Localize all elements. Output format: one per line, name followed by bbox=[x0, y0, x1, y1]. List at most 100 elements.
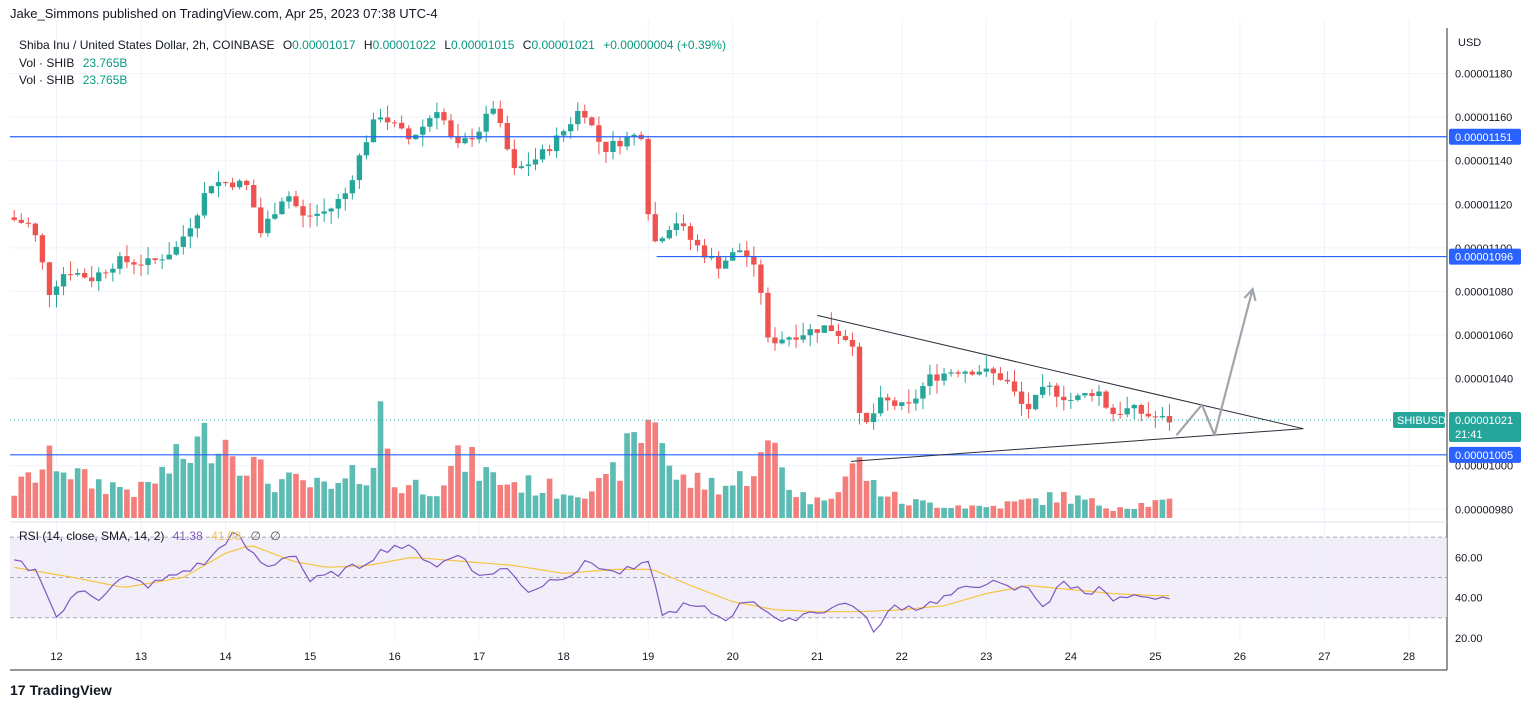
open-label: O bbox=[282, 38, 293, 52]
volume-bar bbox=[856, 457, 863, 518]
candle-body bbox=[159, 259, 165, 261]
volume-bar bbox=[828, 498, 835, 518]
price-axis: USD 0.00001180 0.00001160 0.00001140 0.00001… bbox=[1393, 37, 1521, 645]
bar-countdown: 21:41 bbox=[1455, 429, 1483, 441]
candle-body bbox=[201, 193, 208, 216]
visibility-off-icon[interactable]: ∅ bbox=[250, 529, 261, 543]
price-tick-label: 0.00001000 bbox=[1455, 461, 1513, 473]
candle-body bbox=[363, 142, 370, 156]
candle-body bbox=[603, 141, 609, 152]
candle-body bbox=[455, 136, 461, 144]
current-price-value: 0.00001021 bbox=[1455, 415, 1513, 427]
triangle-pattern bbox=[817, 314, 1304, 462]
candle-body bbox=[103, 272, 109, 274]
tradingview-mark-icon: 17 bbox=[10, 682, 26, 698]
volume-bar bbox=[603, 473, 609, 518]
high-label: H bbox=[363, 38, 373, 52]
volume-bar bbox=[976, 505, 983, 518]
candle-body bbox=[997, 373, 1004, 380]
volume-bar bbox=[1018, 499, 1025, 518]
candle-body bbox=[1047, 385, 1053, 387]
candle-body bbox=[934, 374, 940, 381]
volume-bar bbox=[941, 507, 947, 518]
time-tick-label: 12 bbox=[50, 651, 62, 663]
tradingview-logo[interactable]: 17 TradingView bbox=[10, 682, 112, 698]
volume-bar bbox=[1075, 495, 1081, 518]
candle-body bbox=[441, 112, 447, 121]
candle-body bbox=[941, 373, 947, 381]
level-price-badge bbox=[1449, 128, 1521, 145]
candle-body bbox=[166, 254, 172, 260]
volume-bar bbox=[898, 503, 905, 518]
volume-bar bbox=[81, 469, 88, 518]
candle-body bbox=[46, 262, 53, 295]
volume-bar bbox=[772, 442, 778, 518]
candle-body bbox=[497, 108, 503, 124]
candle-body bbox=[1082, 393, 1088, 396]
volume-bar bbox=[342, 478, 349, 518]
time-tick-label: 22 bbox=[896, 651, 908, 663]
candle-body bbox=[300, 206, 306, 216]
volume-bar bbox=[166, 473, 173, 518]
volume-bar bbox=[997, 508, 1004, 518]
symbol-tag-label: SHIBUSD bbox=[1397, 415, 1446, 427]
candle-body bbox=[145, 258, 151, 265]
candle-body bbox=[927, 374, 933, 387]
visibility-off-icon[interactable]: ∅ bbox=[270, 529, 281, 543]
volume-bar bbox=[286, 472, 292, 518]
candle-body bbox=[377, 117, 384, 120]
candle-body bbox=[504, 123, 510, 150]
candle-body bbox=[701, 245, 708, 258]
volume-bar bbox=[1103, 508, 1109, 518]
candle-body bbox=[81, 273, 88, 278]
volume-bar bbox=[356, 484, 363, 518]
candle-body bbox=[434, 112, 440, 119]
candle-body bbox=[645, 139, 651, 215]
candle-body bbox=[969, 371, 975, 375]
candle-body bbox=[187, 228, 194, 237]
candle-body bbox=[25, 222, 31, 224]
time-tick-label: 18 bbox=[558, 651, 570, 663]
volume-bar bbox=[497, 484, 504, 518]
volume-bar bbox=[617, 480, 623, 518]
candle-body bbox=[11, 217, 17, 220]
volume-bar bbox=[1082, 499, 1088, 518]
volume-bar bbox=[124, 489, 130, 518]
high-value: 0.00001022 bbox=[372, 38, 436, 52]
volume-bar bbox=[1060, 491, 1067, 518]
volume-bar bbox=[920, 500, 926, 518]
time-tick-label: 28 bbox=[1403, 651, 1415, 663]
volume-bar bbox=[243, 475, 250, 518]
volume-bar bbox=[652, 422, 659, 518]
candle-body bbox=[920, 386, 926, 399]
volume-bar bbox=[891, 491, 898, 518]
candle-body bbox=[1004, 379, 1011, 382]
volume-bar bbox=[448, 465, 454, 518]
time-tick-label: 23 bbox=[980, 651, 992, 663]
volume-bar bbox=[201, 422, 208, 518]
volume-bar bbox=[659, 443, 666, 518]
volume-bar bbox=[1004, 501, 1011, 518]
ohlc-legend: Shiba Inu / United States Dollar, 2h, CO… bbox=[19, 38, 726, 52]
volume-bar bbox=[934, 507, 940, 518]
volume-bar bbox=[1152, 500, 1159, 518]
volume-bar bbox=[1110, 510, 1116, 518]
volume-bar bbox=[441, 485, 447, 518]
candle-body bbox=[568, 124, 574, 132]
candle-body bbox=[863, 412, 870, 423]
candle-body bbox=[236, 180, 243, 188]
candle-body bbox=[1103, 391, 1109, 408]
volume-bar bbox=[927, 502, 933, 518]
volume-bar bbox=[95, 479, 102, 518]
candle-body bbox=[765, 292, 771, 338]
candle-body bbox=[659, 238, 665, 242]
volume-bar bbox=[948, 507, 954, 518]
volume-bar bbox=[1011, 501, 1018, 518]
rsi-sma-value: 41.08 bbox=[211, 529, 242, 543]
candle-body bbox=[849, 339, 856, 347]
candle-body bbox=[67, 274, 74, 276]
candle-body bbox=[272, 214, 278, 219]
rsi-label: RSI (14, close, SMA, 14, 2) bbox=[19, 529, 165, 543]
volume-bar bbox=[1166, 498, 1173, 518]
